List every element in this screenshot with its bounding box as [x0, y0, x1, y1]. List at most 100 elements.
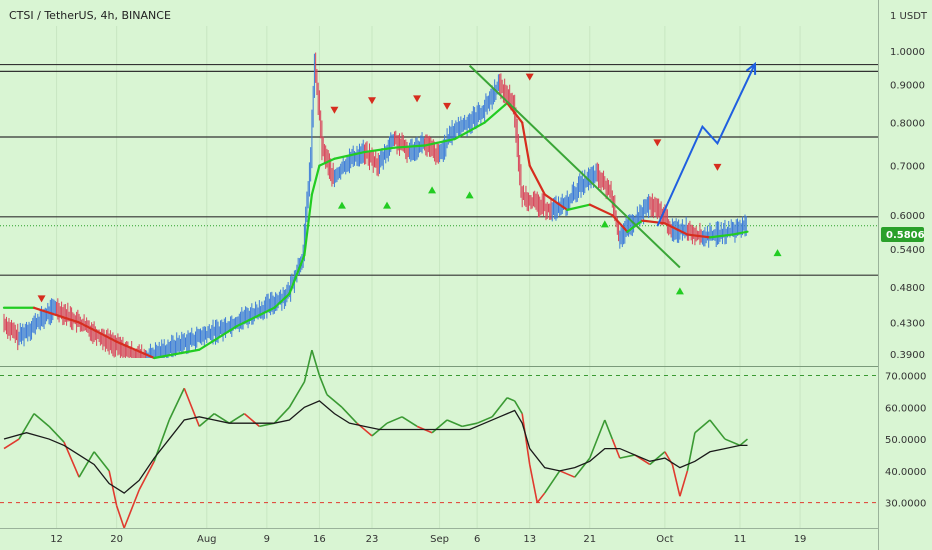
oscillator-segment — [33, 413, 50, 427]
buy-marker — [675, 287, 684, 295]
oscillator-segment — [228, 412, 245, 424]
oscillator-segment — [604, 419, 614, 440]
ma-segment — [273, 292, 291, 309]
ma-segment — [77, 321, 118, 343]
oscillator-segment — [724, 438, 741, 447]
ma-segment — [333, 150, 366, 160]
ma-segment — [543, 193, 569, 211]
oscillator-segment — [499, 397, 508, 408]
sell-marker — [525, 73, 534, 81]
oscillator-segment — [318, 375, 328, 395]
sell-marker — [653, 139, 662, 147]
oscillator-segment — [446, 419, 463, 428]
price-tick-label: 0.6000 — [890, 211, 925, 222]
oscillator-segment — [213, 412, 230, 424]
projection-path — [656, 63, 756, 227]
oscillator-segment — [679, 470, 689, 497]
price-tick-label: 0.4300 — [890, 318, 925, 329]
signal-markers — [37, 73, 782, 303]
oscillator-segment — [93, 451, 110, 472]
oscillator-segment — [303, 349, 313, 383]
moving-average — [2, 101, 749, 360]
oscillator-segment — [63, 441, 80, 478]
oscillator-segment — [18, 413, 35, 440]
oscillator-segment — [311, 349, 321, 376]
time-tick-label: 6 — [474, 534, 480, 545]
ma-segment — [198, 325, 238, 351]
ma-segment — [115, 340, 156, 360]
annotations — [468, 61, 757, 269]
oscillator-segment — [649, 451, 666, 466]
oscillator-segment — [198, 413, 215, 427]
ma-segment — [393, 144, 426, 149]
oscillator-segment — [619, 454, 636, 459]
ma-segment — [318, 157, 336, 167]
ma-segment — [310, 164, 321, 196]
oscillator-segment — [491, 406, 501, 418]
horizontal-levels — [0, 63, 878, 276]
oscillator-pane — [0, 349, 878, 529]
time-tick-label: 20 — [110, 534, 123, 545]
projection-arrowhead — [745, 61, 757, 75]
oscillator-segment — [3, 438, 20, 450]
ma-segment — [32, 306, 81, 324]
oscillator-segment — [168, 387, 185, 421]
oscillator-segment — [341, 406, 358, 424]
oscillator-segment — [288, 381, 306, 408]
buy-marker — [600, 220, 609, 228]
oscillator-segment — [739, 438, 749, 447]
oscillator-segment — [476, 416, 493, 424]
ma-segment — [626, 219, 644, 233]
oscillator-tick-label: 70.0000 — [885, 372, 926, 383]
oscillator-tick-label: 30.0000 — [885, 499, 926, 510]
oscillator-segment — [48, 425, 65, 443]
time-tick-label: 13 — [523, 534, 536, 545]
ma-segment — [453, 121, 486, 141]
time-tick-label: Oct — [656, 534, 673, 545]
last-price-badge-bg — [881, 227, 924, 242]
buy-marker — [428, 186, 437, 194]
sell-marker — [37, 295, 46, 303]
price-tick-label: 0.9000 — [890, 81, 925, 92]
price-tick-label: 0.4800 — [890, 283, 925, 294]
buy-marker — [773, 249, 782, 257]
price-tick-label: 0.3900 — [890, 350, 925, 361]
oscillator-segment — [671, 464, 681, 497]
oscillator-segment — [521, 413, 531, 465]
oscillator-segment — [386, 416, 403, 424]
oscillator-segment — [574, 457, 591, 478]
oscillator-segment — [536, 492, 546, 504]
oscillator-segment — [506, 397, 515, 402]
ma-segment — [663, 222, 689, 236]
oscillator-segment — [243, 413, 260, 427]
ma-segment — [506, 101, 524, 124]
ma-segment — [363, 146, 396, 154]
oscillator-segment — [115, 505, 125, 529]
oscillator-tick-label: 40.0000 — [885, 467, 926, 478]
oscillator-segment — [273, 406, 290, 424]
buy-marker — [383, 201, 392, 209]
oscillator-tick-label: 50.0000 — [885, 435, 926, 446]
ma-segment — [153, 348, 201, 360]
ma-segment — [731, 230, 749, 236]
sell-marker — [713, 163, 722, 171]
time-tick-label: 16 — [313, 534, 326, 545]
time-tick-label: 21 — [583, 534, 596, 545]
time-tick-label: 19 — [794, 534, 807, 545]
oscillator-segment — [78, 451, 95, 478]
ma-segment — [288, 254, 306, 295]
sell-marker — [413, 95, 422, 103]
oscillator-segment — [431, 419, 448, 434]
oscillator-segment — [123, 489, 140, 529]
oscillator-signal-line — [3, 400, 748, 494]
time-tick-label: 9 — [264, 534, 270, 545]
ma-segment — [423, 138, 456, 147]
ma-segment — [303, 193, 314, 257]
ma-segment — [521, 121, 531, 167]
oscillator-segment — [326, 393, 343, 408]
chart-title: CTSI / TetherUS, 4h, BINANCE — [9, 9, 171, 22]
oscillator-segment — [589, 419, 606, 459]
last-price-badge: 0.5806 — [881, 227, 925, 242]
